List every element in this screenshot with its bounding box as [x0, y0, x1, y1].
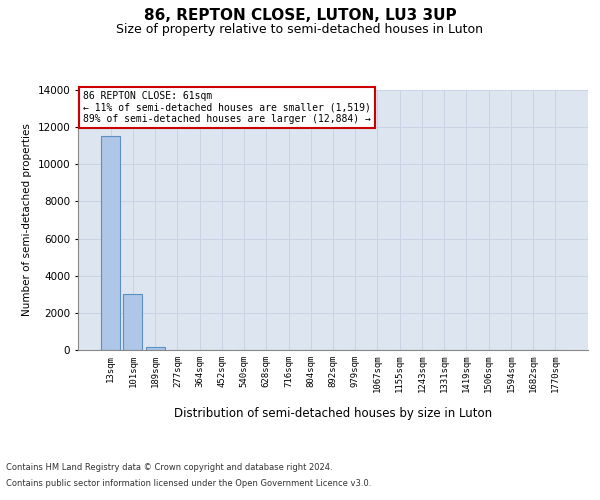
Bar [101, 136, 120, 350]
Text: Contains HM Land Registry data © Crown copyright and database right 2024.: Contains HM Land Registry data © Crown c… [6, 464, 332, 472]
Bar [146, 347, 164, 350]
Text: 86, REPTON CLOSE, LUTON, LU3 3UP: 86, REPTON CLOSE, LUTON, LU3 3UP [143, 8, 457, 22]
Text: 86 REPTON CLOSE: 61sqm
← 11% of semi-detached houses are smaller (1,519)
89% of : 86 REPTON CLOSE: 61sqm ← 11% of semi-det… [83, 92, 371, 124]
Y-axis label: Number of semi-detached properties: Number of semi-detached properties [22, 124, 32, 316]
Text: Size of property relative to semi-detached houses in Luton: Size of property relative to semi-detach… [116, 22, 484, 36]
Bar [124, 294, 142, 350]
Text: Contains public sector information licensed under the Open Government Licence v3: Contains public sector information licen… [6, 478, 371, 488]
Text: Distribution of semi-detached houses by size in Luton: Distribution of semi-detached houses by … [174, 408, 492, 420]
